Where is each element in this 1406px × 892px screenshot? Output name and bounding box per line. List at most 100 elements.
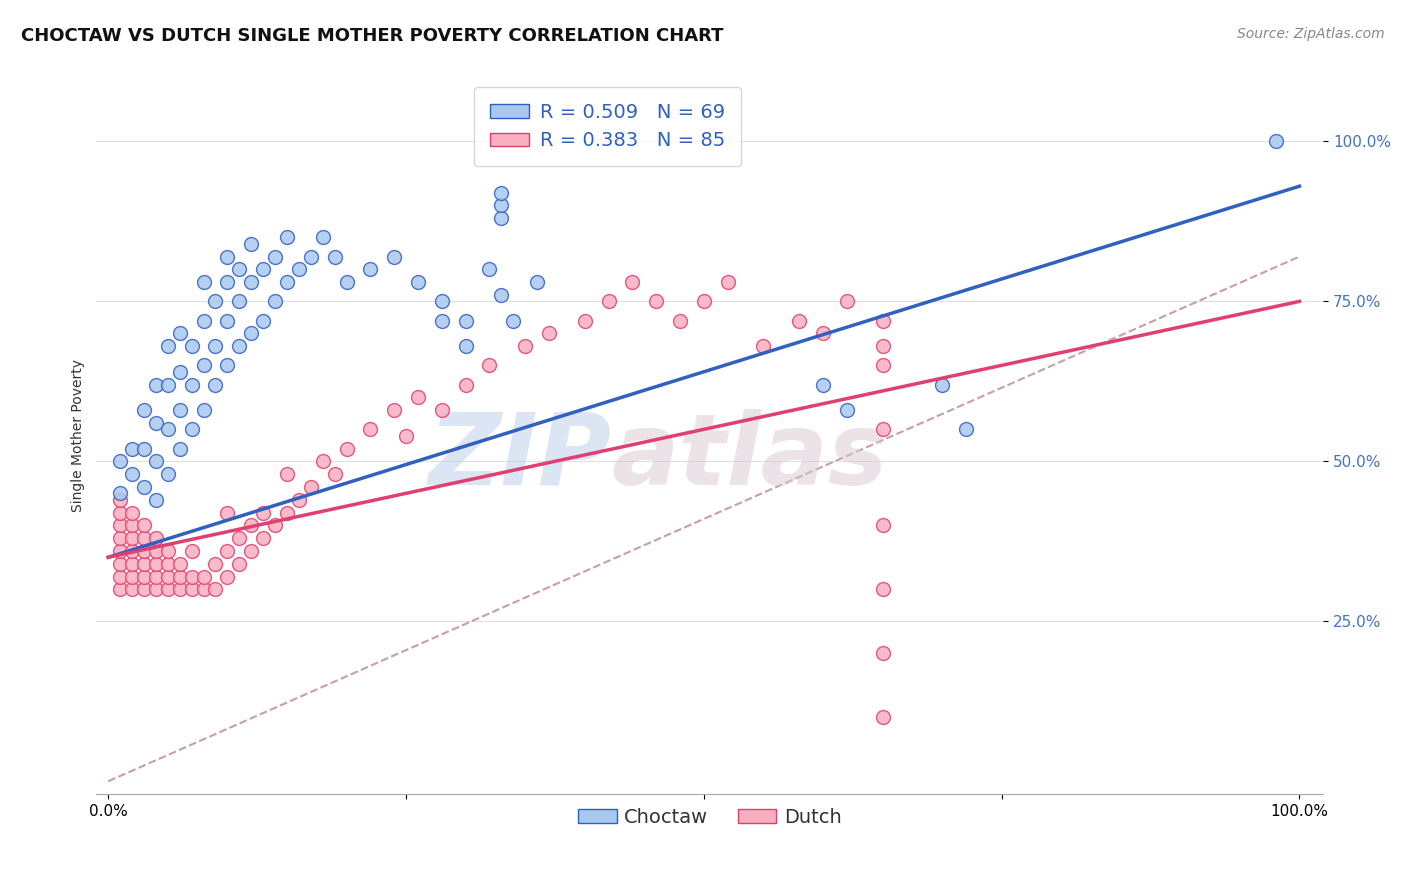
Point [931,377,953,392]
Point [299,250,322,264]
Point [156,339,179,353]
Point [693,294,716,309]
Point [276,467,298,482]
Point [169,403,191,417]
Point [156,569,179,583]
Point [872,313,894,327]
Point [204,377,226,392]
Point [156,557,179,571]
Point [108,486,131,500]
Point [145,492,167,507]
Point [955,422,977,436]
Text: Source: ZipAtlas.com: Source: ZipAtlas.com [1237,27,1385,41]
Point [145,454,167,468]
Point [335,442,357,456]
Point [204,557,226,571]
Point [228,339,250,353]
Point [169,326,191,341]
Point [132,557,155,571]
Point [193,313,215,327]
Point [108,506,131,520]
Point [276,275,298,289]
Point [240,275,263,289]
Point [228,262,250,277]
Point [121,467,143,482]
Point [228,294,250,309]
Text: ZIP: ZIP [429,409,612,506]
Point [454,339,477,353]
Point [240,544,263,558]
Text: atlas: atlas [612,409,889,506]
Point [193,582,215,597]
Point [169,582,191,597]
Point [108,582,131,597]
Point [752,339,775,353]
Point [872,359,894,373]
Point [312,230,335,244]
Point [621,275,644,289]
Point [228,557,250,571]
Point [180,544,202,558]
Point [121,544,143,558]
Point [240,518,263,533]
Point [228,531,250,545]
Point [132,403,155,417]
Point [121,569,143,583]
Point [872,339,894,353]
Point [180,339,202,353]
Point [515,339,537,353]
Point [169,365,191,379]
Point [454,313,477,327]
Point [217,313,239,327]
Point [323,467,346,482]
Point [299,480,322,494]
Point [217,569,239,583]
Point [156,582,179,597]
Point [145,557,167,571]
Point [132,518,155,533]
Point [872,422,894,436]
Point [430,294,453,309]
Point [217,544,239,558]
Legend: Choctaw, Dutch: Choctaw, Dutch [569,800,849,835]
Point [264,250,287,264]
Point [491,211,513,226]
Point [121,442,143,456]
Y-axis label: Single Mother Poverty: Single Mother Poverty [72,359,86,512]
Point [156,544,179,558]
Point [252,313,274,327]
Text: CHOCTAW VS DUTCH SINGLE MOTHER POVERTY CORRELATION CHART: CHOCTAW VS DUTCH SINGLE MOTHER POVERTY C… [21,27,724,45]
Point [240,326,263,341]
Point [276,506,298,520]
Point [335,275,357,289]
Point [204,294,226,309]
Point [156,422,179,436]
Point [252,506,274,520]
Point [156,467,179,482]
Point [132,582,155,597]
Point [108,492,131,507]
Point [312,454,335,468]
Point [169,442,191,456]
Point [478,262,501,277]
Point [359,422,381,436]
Point [264,518,287,533]
Point [204,582,226,597]
Point [132,480,155,494]
Point [108,518,131,533]
Point [145,582,167,597]
Point [406,390,429,404]
Point [406,275,429,289]
Point [193,359,215,373]
Point [180,582,202,597]
Point [145,377,167,392]
Point [108,569,131,583]
Point [537,326,560,341]
Point [132,544,155,558]
Point [240,236,263,251]
Point [491,198,513,212]
Point [454,377,477,392]
Point [526,275,548,289]
Point [252,531,274,545]
Point [491,288,513,302]
